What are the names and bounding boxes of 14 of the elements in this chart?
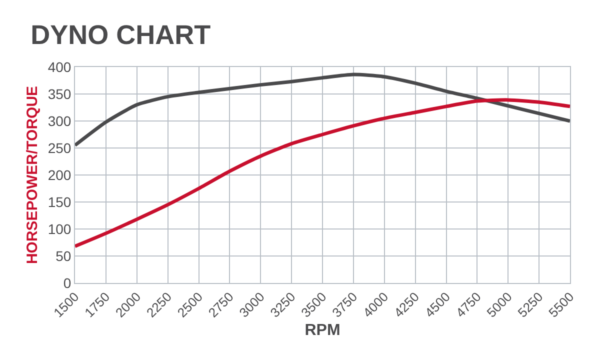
y-tick-label: 0: [63, 274, 72, 291]
chart-title: DYNO CHART: [30, 20, 212, 50]
y-tick-label: 400: [48, 58, 72, 75]
y-tick-label: 200: [48, 166, 72, 183]
y-tick-label: 100: [48, 220, 72, 237]
y-tick-label: 150: [48, 194, 72, 210]
y-tick-label: 350: [48, 86, 72, 102]
y-tick-label: 300: [48, 112, 72, 129]
y-axis-title: HORSEPOWER/TORQUE: [24, 86, 42, 264]
y-tick-label: 50: [56, 248, 72, 264]
line-series: [75, 72, 570, 148]
line-series: [75, 98, 570, 248]
x-axis-title: RPM: [304, 322, 340, 339]
y-tick-label: 250: [48, 140, 72, 156]
